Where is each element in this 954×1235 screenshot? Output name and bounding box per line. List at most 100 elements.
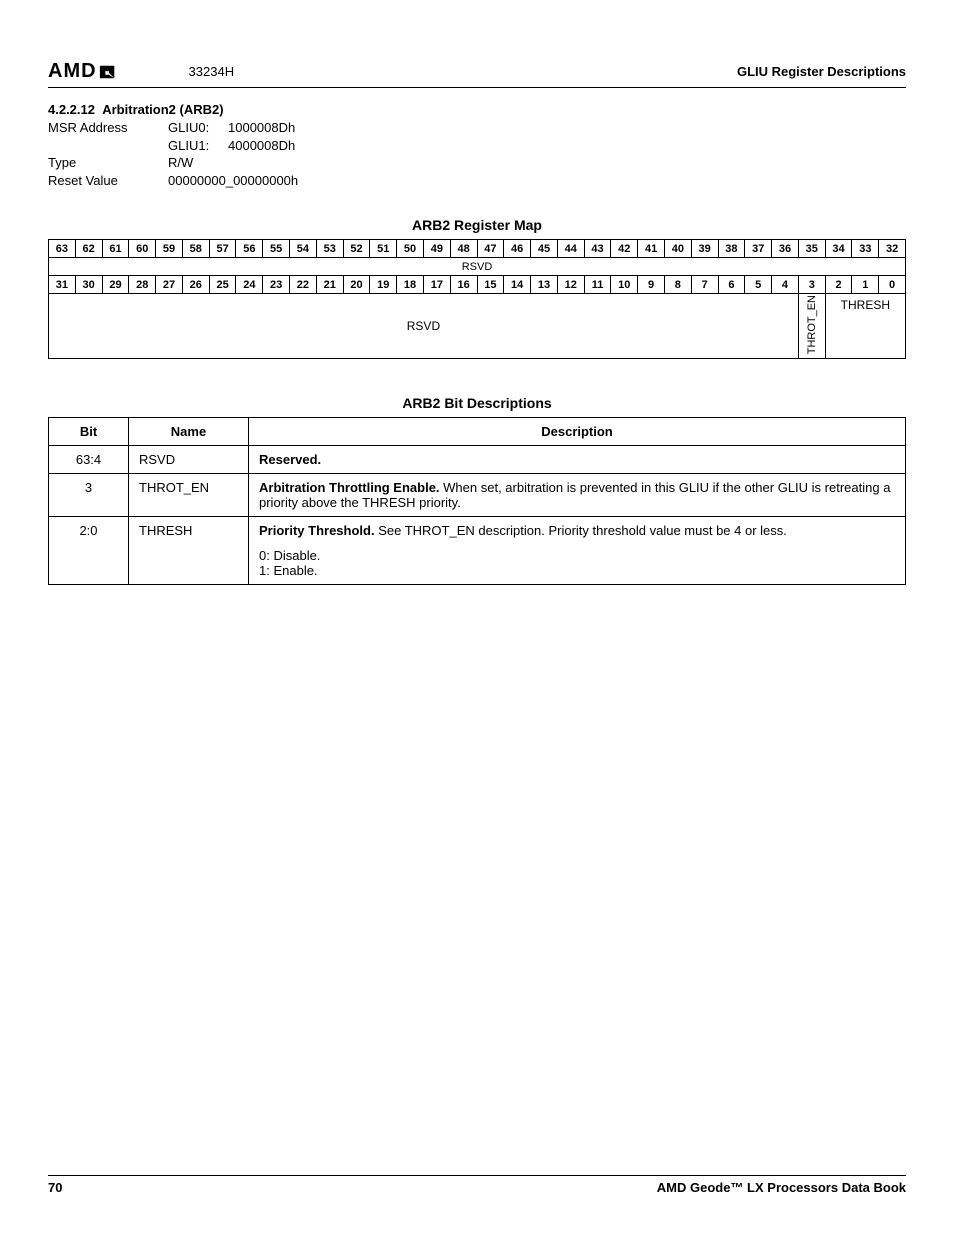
bit-number: 42 (611, 240, 638, 258)
bit-number: 23 (263, 276, 290, 294)
bit-number: 61 (102, 240, 129, 258)
bit-number: 7 (691, 276, 718, 294)
bit-cell: 63:4 (49, 446, 129, 474)
header-left: AMD 33234H (48, 60, 234, 83)
bit-number: 17 (423, 276, 450, 294)
bit-number: 49 (423, 240, 450, 258)
regmap-title: ARB2 Register Map (48, 217, 906, 233)
table-row: 3 THROT_EN Arbitration Throttling Enable… (49, 474, 906, 517)
gliu1-value: 4000008Dh (228, 137, 906, 155)
bit-number: 44 (557, 240, 584, 258)
bit-cell: 3 (49, 474, 129, 517)
section-heading: 4.2.2.12 Arbitration2 (ARB2) (48, 102, 906, 117)
gliu0-label: GLIU0: (168, 119, 228, 137)
bit-number: 20 (343, 276, 370, 294)
bit-number: 29 (102, 276, 129, 294)
bit-desc-title: ARB2 Bit Descriptions (48, 395, 906, 411)
bit-cell: 2:0 (49, 517, 129, 585)
bit-number: 56 (236, 240, 263, 258)
reset-label: Reset Value (48, 172, 168, 190)
bit-number: 39 (691, 240, 718, 258)
register-meta: MSR Address GLIU0: 1000008Dh GLIU1: 4000… (48, 119, 906, 189)
bit-number: 50 (397, 240, 424, 258)
field-rsvd-high: RSVD (49, 258, 906, 276)
bit-number: 45 (531, 240, 558, 258)
bit-number: 14 (504, 276, 531, 294)
bit-number: 9 (638, 276, 665, 294)
bit-number: 53 (316, 240, 343, 258)
bit-number: 10 (611, 276, 638, 294)
doc-code: 33234H (189, 64, 235, 79)
bit-number: 55 (263, 240, 290, 258)
bit-number: 36 (772, 240, 799, 258)
bit-number: 60 (129, 240, 156, 258)
col-header-name: Name (129, 418, 249, 446)
bit-number: 22 (290, 276, 317, 294)
reset-value: 00000000_00000000h (168, 172, 906, 190)
bit-number: 25 (209, 276, 236, 294)
bit-number: 46 (504, 240, 531, 258)
bit-number: 11 (584, 276, 611, 294)
name-cell: THROT_EN (129, 474, 249, 517)
bit-number: 52 (343, 240, 370, 258)
name-cell: THRESH (129, 517, 249, 585)
bit-number: 48 (450, 240, 477, 258)
bit-number: 0 (879, 276, 906, 294)
bit-desc-table: Bit Name Description 63:4 RSVD Reserved.… (48, 417, 906, 585)
logo-text: AMD (48, 60, 97, 83)
bit-number: 54 (290, 240, 317, 258)
bit-number: 40 (664, 240, 691, 258)
bit-number: 63 (49, 240, 76, 258)
bit-number: 8 (664, 276, 691, 294)
type-value: R/W (168, 154, 906, 172)
bit-number: 13 (531, 276, 558, 294)
gliu0-value: 1000008Dh (228, 119, 906, 137)
bit-number: 27 (156, 276, 183, 294)
bit-number: 21 (316, 276, 343, 294)
bit-number: 57 (209, 240, 236, 258)
gliu1-row: GLIU1: 4000008Dh (168, 137, 906, 155)
bit-number: 1 (852, 276, 879, 294)
bit-number: 5 (745, 276, 772, 294)
col-header-desc: Description (249, 418, 906, 446)
field-throt-en: THROT_EN (798, 294, 825, 359)
bit-number: 15 (477, 276, 504, 294)
page-header: AMD 33234H GLIU Register Descriptions (48, 60, 906, 88)
bit-number: 19 (370, 276, 397, 294)
desc-cell: Arbitration Throttling Enable. When set,… (249, 474, 906, 517)
msr-address-label: MSR Address (48, 119, 168, 137)
bit-number: 16 (450, 276, 477, 294)
book-title: AMD Geode™ LX Processors Data Book (657, 1180, 906, 1195)
bit-number: 62 (75, 240, 102, 258)
bit-number: 47 (477, 240, 504, 258)
bit-number: 18 (397, 276, 424, 294)
bit-number: 6 (718, 276, 745, 294)
bit-number: 4 (772, 276, 799, 294)
bit-number: 32 (879, 240, 906, 258)
bit-number: 30 (75, 276, 102, 294)
name-cell: RSVD (129, 446, 249, 474)
gliu0-row: GLIU0: 1000008Dh (168, 119, 906, 137)
bit-number: 37 (745, 240, 772, 258)
section-number: 4.2.2.12 (48, 102, 95, 117)
bit-number: 34 (825, 240, 852, 258)
bit-number: 59 (156, 240, 183, 258)
type-label: Type (48, 154, 168, 172)
bit-number: 3 (798, 276, 825, 294)
register-map-table: 6362616059585756555453525150494847464544… (48, 239, 906, 359)
bit-number: 2 (825, 276, 852, 294)
col-header-bit: Bit (49, 418, 129, 446)
bit-number: 33 (852, 240, 879, 258)
bit-number: 58 (182, 240, 209, 258)
table-row: 2:0 THRESH Priority Threshold. See THROT… (49, 517, 906, 585)
bit-number: 43 (584, 240, 611, 258)
page-number: 70 (48, 1180, 62, 1195)
bit-number: 24 (236, 276, 263, 294)
field-thresh: THRESH (825, 294, 905, 359)
page-footer: 70 AMD Geode™ LX Processors Data Book (48, 1175, 906, 1195)
header-section-label: GLIU Register Descriptions (737, 64, 906, 79)
bit-number: 35 (798, 240, 825, 258)
bit-number: 28 (129, 276, 156, 294)
table-row: 63:4 RSVD Reserved. (49, 446, 906, 474)
section-title-text: Arbitration2 (ARB2) (102, 102, 223, 117)
